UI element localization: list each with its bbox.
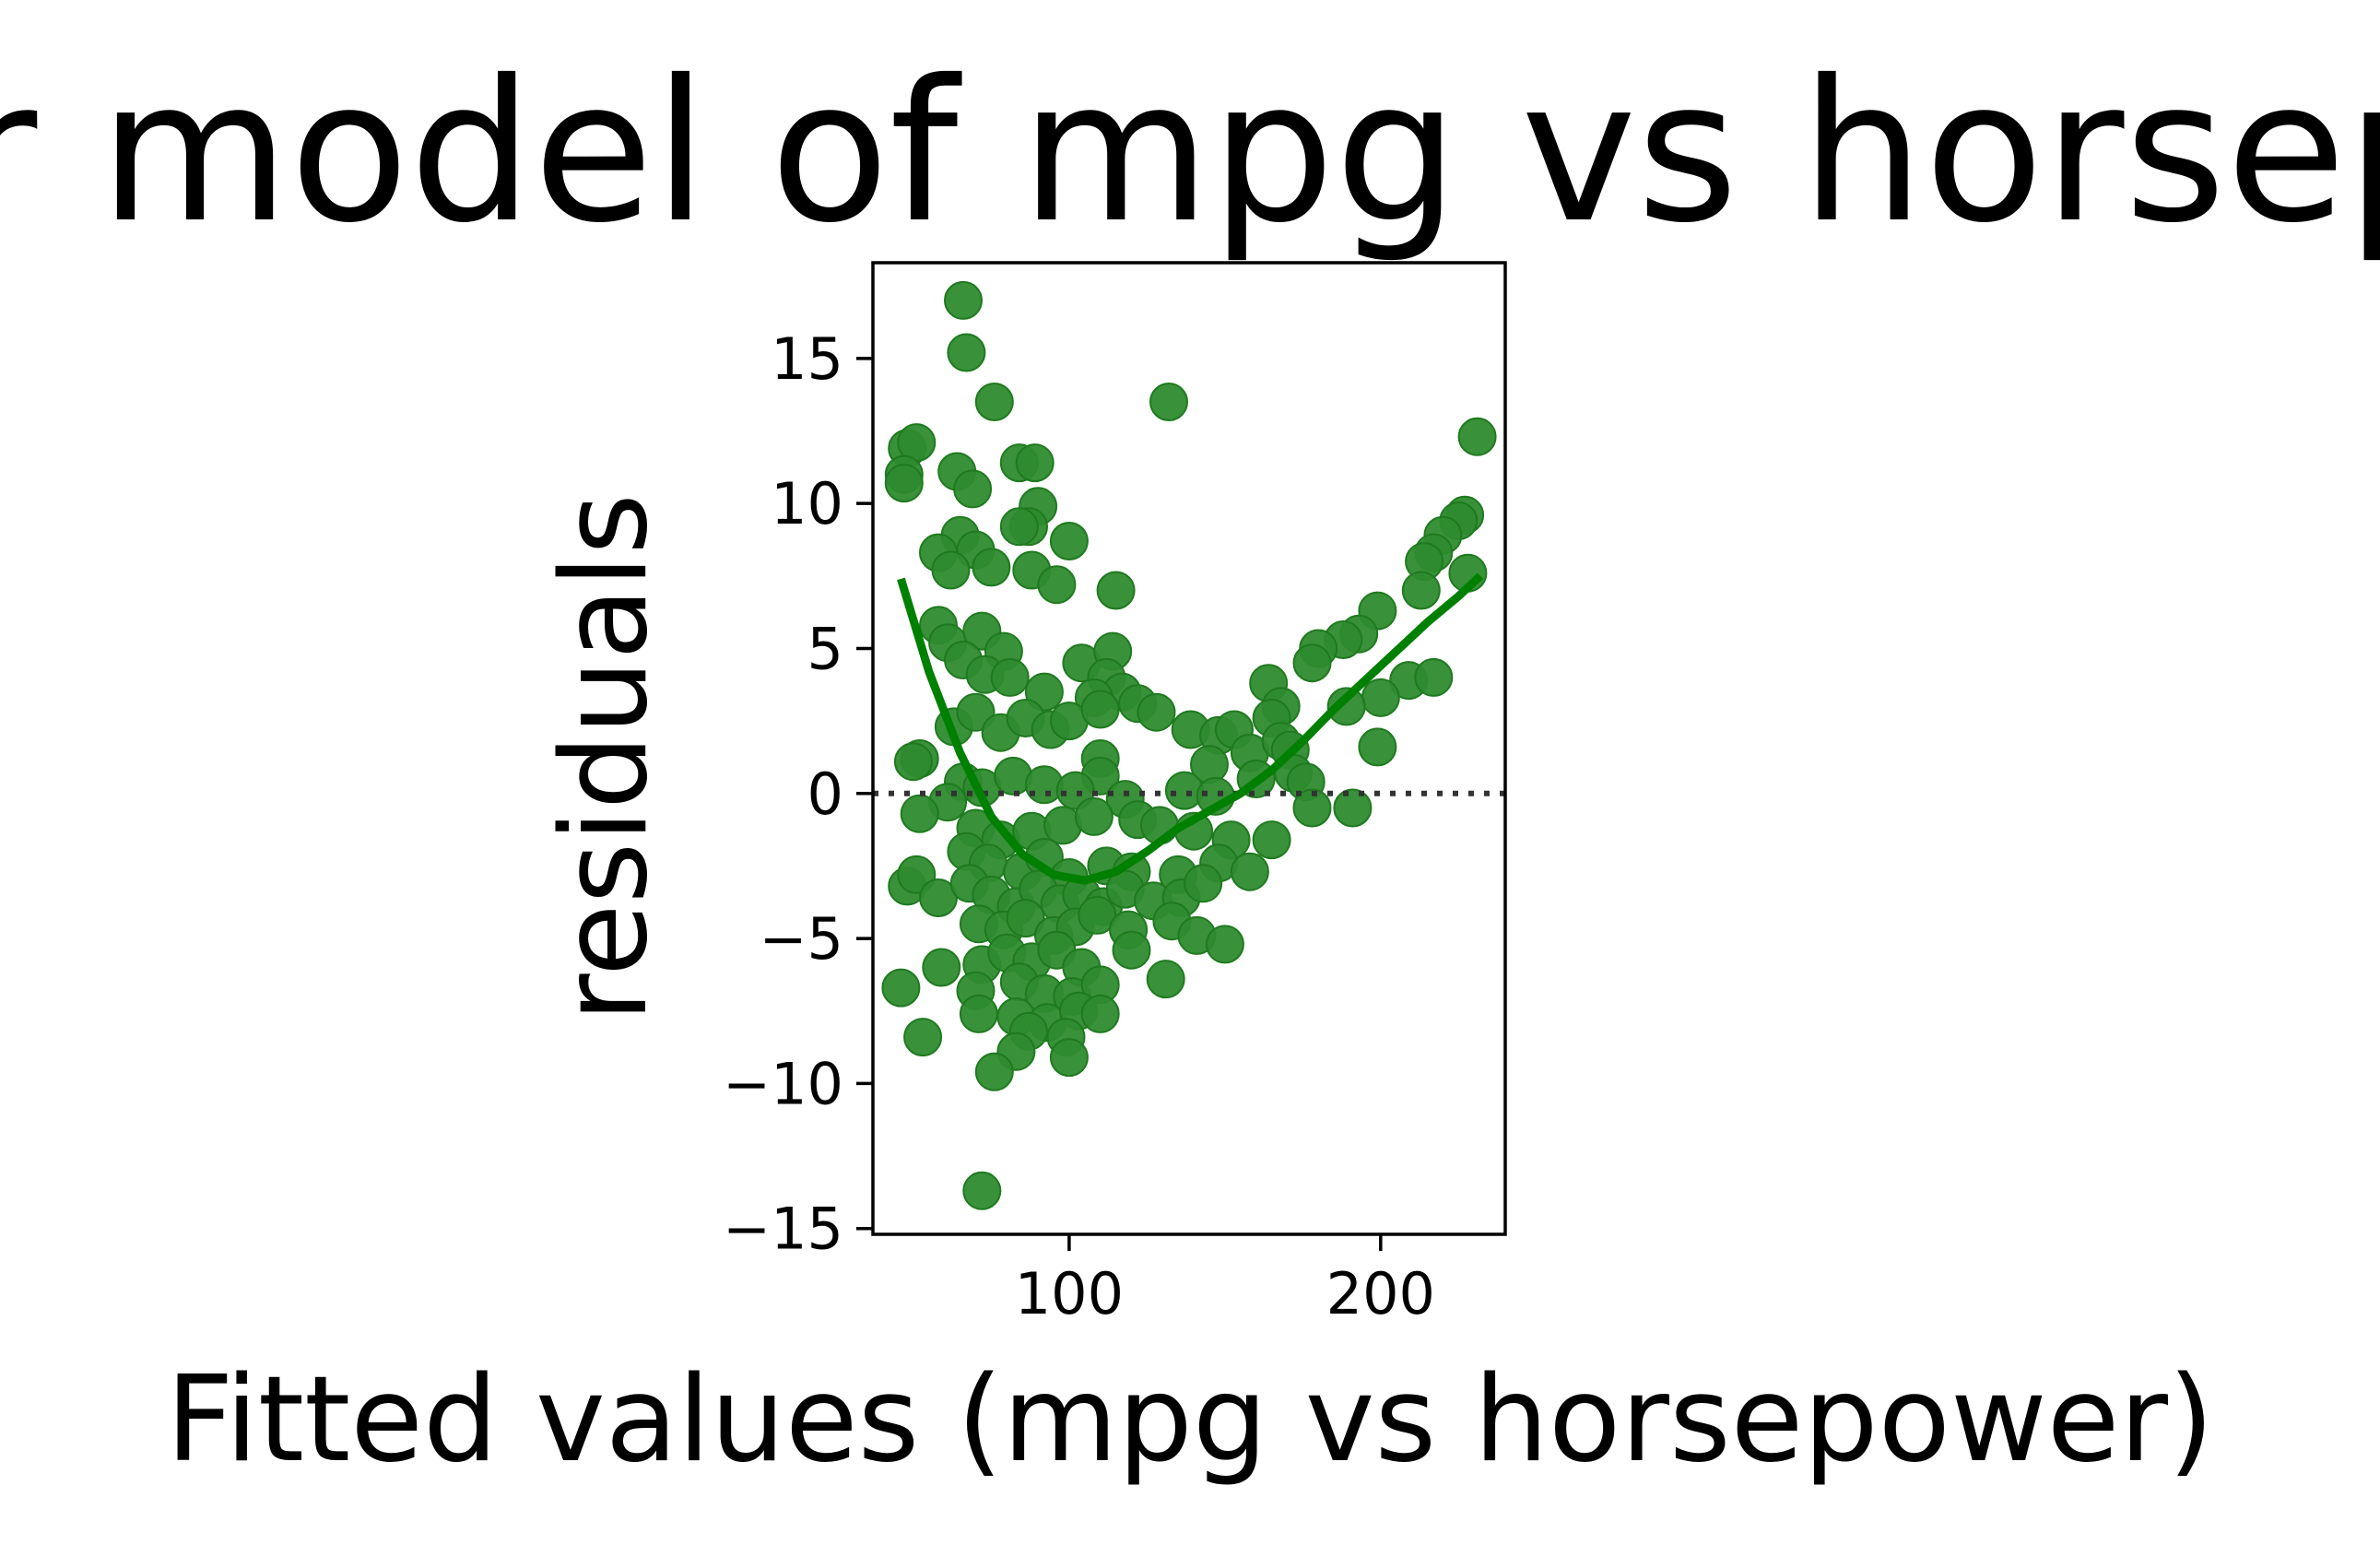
data-point	[1049, 522, 1089, 560]
data-point	[999, 507, 1039, 547]
lowess-line	[897, 572, 1484, 885]
plot-area	[871, 261, 1507, 1236]
data-point	[1074, 796, 1113, 836]
x-tick-label: 100	[1015, 1260, 1124, 1327]
data-point	[1205, 925, 1244, 964]
data-point	[974, 383, 1014, 421]
data-point	[1080, 690, 1120, 729]
data-point	[947, 333, 986, 372]
data-point	[1080, 994, 1120, 1033]
data-point	[884, 464, 924, 503]
y-tick-label: 10	[771, 470, 843, 537]
data-point	[1049, 1038, 1089, 1078]
data-point	[881, 968, 921, 1008]
data-point	[1006, 899, 1045, 938]
data-point	[1292, 643, 1332, 683]
y-tick-label: 15	[771, 325, 843, 393]
y-axis-ticks: −15 −10 −5 0 5 10 15	[723, 325, 873, 1263]
data-point	[1358, 727, 1397, 767]
data-point	[959, 994, 998, 1033]
data-point	[1333, 788, 1373, 828]
data-point	[1149, 383, 1188, 421]
data-point	[1146, 960, 1185, 999]
data-point	[922, 948, 961, 987]
y-tick-label: 0	[807, 760, 843, 828]
data-point	[1252, 820, 1291, 860]
data-point	[1414, 657, 1454, 697]
y-tick-label: −10	[723, 1050, 843, 1117]
data-point	[953, 469, 993, 509]
data-point	[931, 550, 971, 590]
data-point	[1457, 417, 1497, 456]
data-point	[1037, 565, 1077, 605]
data-point	[900, 794, 939, 833]
data-point	[974, 1052, 1014, 1091]
x-tick-label: 200	[1326, 1260, 1435, 1327]
data-point	[1361, 678, 1400, 717]
data-point	[1137, 692, 1176, 732]
y-tick-label: 5	[807, 615, 843, 682]
data-point	[972, 548, 1011, 587]
data-point	[1184, 864, 1223, 903]
data-point	[944, 280, 983, 320]
chart-title: Linear model of mpg vs horsepower	[0, 38, 2380, 265]
data-point	[1096, 571, 1136, 610]
data-point	[903, 1018, 943, 1057]
y-tick-label: −5	[760, 905, 843, 973]
data-point	[1326, 687, 1366, 726]
data-point	[962, 1171, 1002, 1210]
lowess-curve	[897, 572, 1484, 885]
data-point	[1024, 672, 1064, 712]
data-point	[1292, 788, 1332, 828]
data-point	[1230, 852, 1269, 891]
y-axis-label: residuals	[536, 493, 674, 1022]
data-point	[990, 657, 1030, 697]
x-axis-label: Fitted values (mpg vs horsepower)	[166, 1351, 2214, 1489]
y-axis-title: residuals	[536, 493, 674, 1022]
y-tick-label: −15	[723, 1196, 843, 1263]
data-point	[1112, 930, 1151, 970]
data-point	[893, 742, 933, 782]
data-point	[1401, 571, 1441, 610]
x-axis-ticks: 100 200	[1015, 1234, 1435, 1327]
data-point	[1015, 443, 1055, 483]
plot-frame	[871, 261, 1507, 1236]
data-points	[881, 280, 1497, 1210]
